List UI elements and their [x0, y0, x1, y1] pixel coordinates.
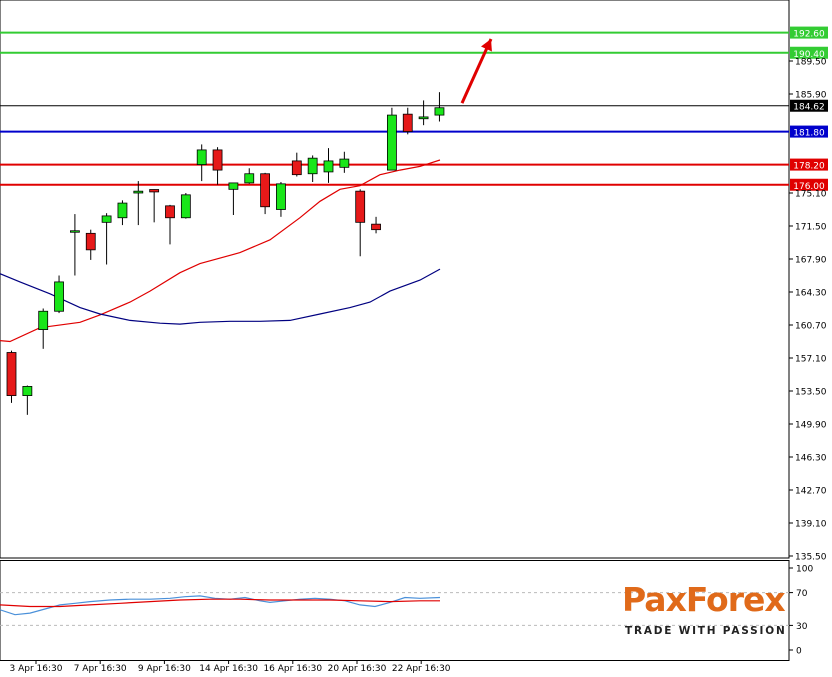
level-label-bg: [790, 46, 828, 59]
candle-body: [180, 194, 191, 219]
x-tick-label: 20 Apr 16:30: [328, 664, 387, 674]
y-tick-label: 175.10: [795, 190, 827, 200]
candle-body: [291, 160, 302, 176]
candle-body: [22, 386, 33, 396]
candle-body: [133, 190, 144, 194]
x-tick-label: 3 Apr 16:30: [10, 664, 63, 674]
logo-tagline: TRADE WITH PASSION: [625, 625, 787, 637]
y-tick-label: 157.10: [795, 355, 827, 365]
candle-body: [38, 310, 49, 330]
y-tick-label: 142.70: [795, 487, 827, 497]
y-tick-label: 153.50: [795, 388, 827, 398]
current-price-label-bg: [790, 99, 828, 112]
candle-body: [70, 230, 80, 233]
y-tick-label: 185.90: [795, 91, 827, 101]
forecast-arrow-shaft: [460, 38, 493, 104]
y-tick-label: 167.90: [795, 256, 827, 266]
candle-body: [402, 113, 413, 132]
candle-body: [386, 114, 397, 171]
candle-body: [434, 107, 445, 116]
ma-slow-line: [0, 268, 441, 325]
level-label-bg: [790, 125, 828, 138]
candle-body: [117, 202, 128, 219]
indicator-tick-label: 100: [796, 565, 813, 575]
logo-brand: PaxForex: [622, 580, 786, 619]
y-tick-label: 164.30: [795, 289, 827, 299]
level-label-bg: [790, 26, 828, 39]
candle-body: [323, 160, 334, 173]
candle-body: [54, 281, 64, 312]
candle-body: [149, 189, 160, 193]
x-tick-label: 16 Apr 16:30: [263, 664, 322, 674]
x-tick-label: 22 Apr 16:30: [392, 664, 451, 674]
y-tick-label: 160.70: [795, 322, 827, 332]
forecast-arrow-head: [481, 39, 492, 52]
candle-body: [339, 158, 350, 168]
candle-body: [355, 190, 366, 223]
y-tick-label: 135.50: [795, 553, 827, 563]
indicator-tick-label: 0: [796, 647, 802, 657]
candle-body: [244, 173, 255, 184]
indicator-tick-label: 30: [796, 622, 808, 632]
level-label: 190.40: [793, 50, 825, 60]
candle-body: [228, 182, 239, 190]
candle-body: [165, 205, 175, 219]
y-tick-label: 149.90: [795, 421, 827, 431]
candle-body: [276, 183, 286, 210]
y-tick-label: 189.50: [795, 58, 827, 68]
ma-fast-line: [0, 159, 441, 343]
candle-body: [101, 215, 112, 223]
x-tick-label: 7 Apr 16:30: [74, 664, 127, 674]
level-label-bg: [790, 158, 828, 171]
candle-body: [260, 173, 271, 208]
level-label: 192.60: [793, 30, 825, 40]
x-tick-label: 14 Apr 16:30: [199, 664, 258, 674]
y-tick-label: 146.30: [795, 454, 827, 464]
y-tick-label: 139.10: [795, 520, 827, 530]
level-label: 178.20: [793, 162, 825, 172]
x-tick-label: 9 Apr 16:30: [138, 664, 191, 674]
candle-body: [418, 116, 429, 120]
candle-body: [212, 149, 223, 171]
candle-body: [6, 352, 17, 396]
main-panel-frame: [0, 0, 790, 559]
candle-body: [371, 223, 381, 231]
level-label: 181.80: [793, 129, 825, 139]
y-tick-label: 171.50: [795, 223, 827, 233]
level-label: 176.00: [793, 182, 825, 192]
level-label-bg: [790, 178, 828, 191]
indicator-tick-label: 70: [796, 589, 808, 599]
indicator-panel-frame: [0, 560, 790, 661]
candle-body: [307, 157, 318, 175]
paxforex-logo: PaxForex TRADE WITH PASSION: [622, 580, 786, 640]
candle-body: [85, 232, 96, 251]
current-price-label: 184.62: [793, 103, 825, 113]
indicator-line-1: [0, 598, 440, 608]
candle-body: [196, 149, 207, 165]
